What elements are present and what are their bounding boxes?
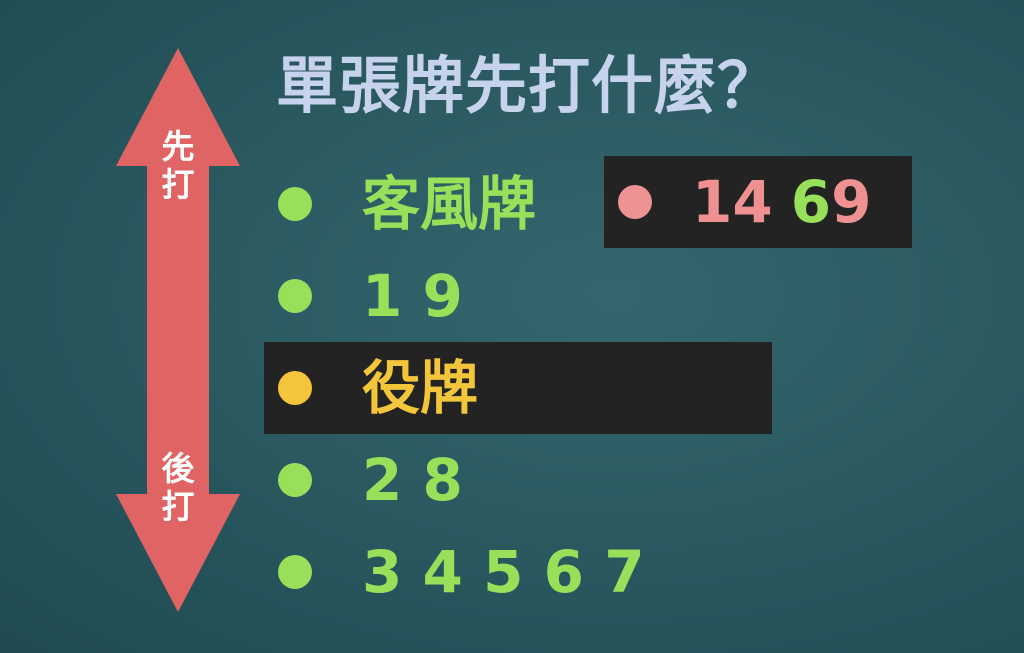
callout-part-1: 14: [692, 168, 773, 236]
arrow-bottom-label: 後打: [161, 449, 195, 526]
page-title: 單張牌先打什麼？: [276, 49, 781, 122]
list-item-label: 役牌: [362, 354, 479, 422]
list-item-label: 客風牌: [362, 170, 537, 238]
list-item-label: 3 4 5 6 7: [362, 538, 645, 606]
callout-part-3: 9: [831, 168, 872, 236]
bullet-icon: [278, 187, 312, 221]
callout-box: [604, 156, 912, 248]
callout-item: 14 69: [618, 156, 871, 248]
list-item: 役牌: [278, 342, 478, 434]
bullet-icon: [278, 371, 312, 405]
list-item-label: 1 9: [362, 262, 463, 330]
bullet-icon: [618, 185, 652, 219]
priority-arrow-icon: [116, 48, 240, 612]
callout-numbers: 14 69: [692, 167, 871, 237]
arrow-top-label: 先打: [161, 127, 195, 204]
bullet-icon: [278, 555, 312, 589]
list-item: 2 8: [278, 434, 463, 526]
list-item: 3 4 5 6 7: [278, 526, 645, 618]
bullet-icon: [278, 279, 312, 313]
bullet-icon: [278, 463, 312, 497]
list-item-label: 2 8: [362, 446, 463, 514]
list-item: 客風牌: [278, 158, 536, 250]
callout-part-2: 6: [790, 168, 832, 236]
list-item: 1 9: [278, 250, 463, 342]
highlight-box: [264, 342, 772, 434]
